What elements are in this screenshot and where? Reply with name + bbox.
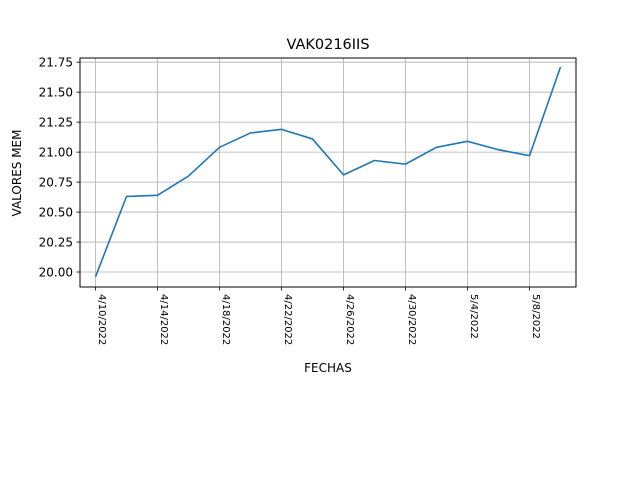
- x-tick-label: 5/8/2022: [530, 294, 541, 339]
- x-tick-label: 4/14/2022: [158, 294, 169, 345]
- y-tick-label: 20.50: [39, 205, 73, 219]
- y-tick-label: 21.75: [39, 55, 73, 69]
- x-tick-label: 5/4/2022: [468, 294, 479, 339]
- x-axis-label: FECHAS: [304, 361, 352, 375]
- x-tick-label: 4/26/2022: [344, 294, 355, 345]
- y-axis-label: VALORES MEM: [10, 130, 24, 217]
- x-tick-label: 4/30/2022: [406, 294, 417, 345]
- x-tick-label: 4/22/2022: [282, 294, 293, 345]
- x-tick-label: 4/18/2022: [220, 294, 231, 345]
- y-tick-label: 20.25: [39, 235, 73, 249]
- y-tick-label: 20.00: [39, 265, 73, 279]
- series-layer: [94, 66, 562, 278]
- y-tick-label: 20.75: [39, 175, 73, 189]
- plot-frame: [79, 57, 577, 288]
- tick-layer: 20.00 20.25 20.50 20.75 21.00 21.25 21.50 21.75…: [39, 55, 541, 345]
- chart-title: VAK0216IIS: [286, 37, 369, 53]
- y-tick-label: 21.25: [39, 115, 73, 129]
- grid-lines: [80, 58, 576, 287]
- y-tick-label: 21.50: [39, 85, 73, 99]
- series-line: [94, 66, 562, 278]
- x-tick-label: 4/10/2022: [96, 294, 107, 345]
- y-tick-label: 21.00: [39, 145, 73, 159]
